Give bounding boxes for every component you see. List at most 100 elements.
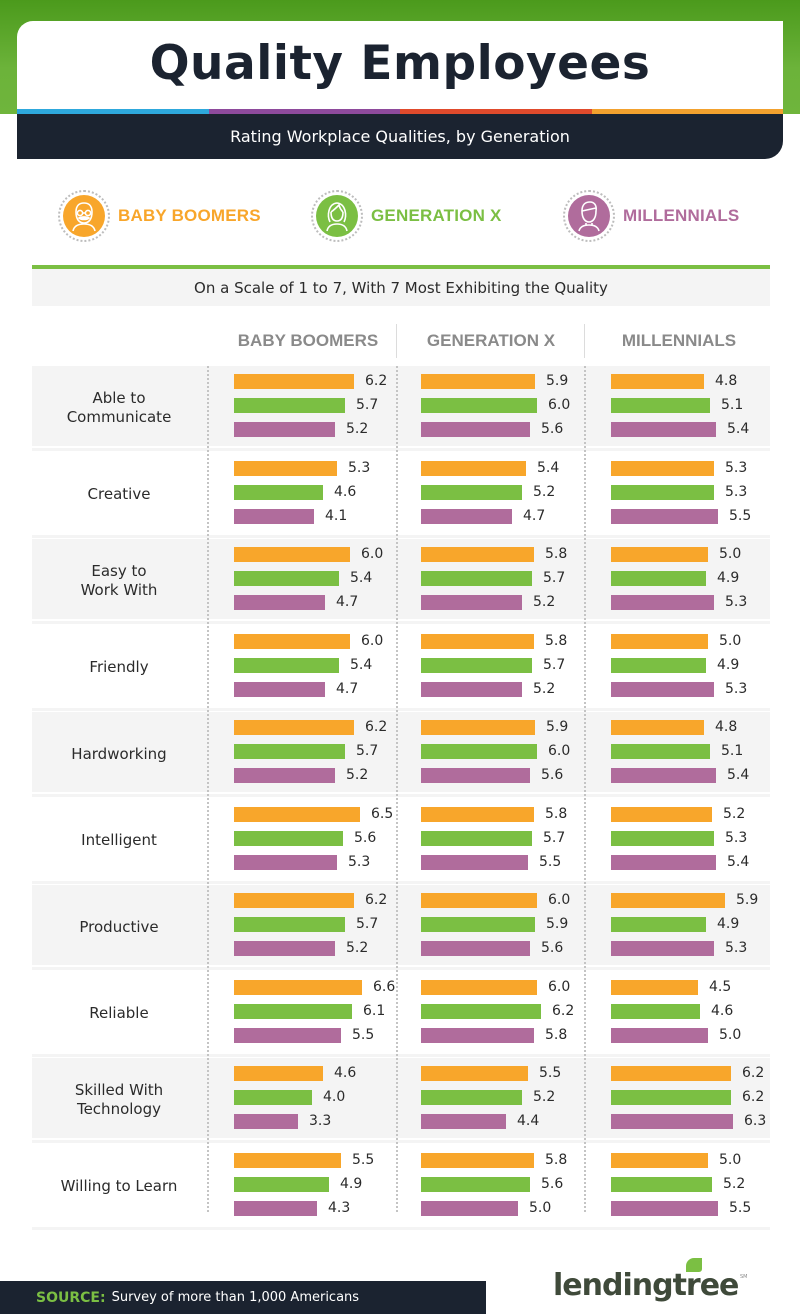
bar-value-label: 5.6 (541, 421, 564, 437)
bar-value-label: 6.1 (363, 1002, 386, 1019)
bar-generation-x-baby-boomers (421, 547, 534, 562)
bar-baby-boomers-generation-x (234, 744, 345, 759)
bar-value-label: 6.2 (552, 1002, 575, 1019)
legend-label-baby-boomers: BABY BOOMERS (118, 206, 261, 225)
bar-millennials-baby-boomers (611, 1066, 731, 1081)
bar-generation-x-generation-x (421, 830, 532, 846)
bar-generation-x-generation-x (421, 1176, 530, 1192)
bar-value-label: 4.9 (717, 570, 740, 586)
bar-value-label: 5.2 (346, 940, 369, 956)
bar-value-label: 5.4 (350, 656, 373, 673)
bar-millennials-generation-x (611, 571, 706, 586)
bar-millennials-baby-boomers (611, 720, 704, 735)
bar-generation-x-baby-boomers (421, 633, 534, 649)
bar-millennials-generation-x (611, 917, 706, 932)
bar-generation-x-baby-boomers (421, 720, 535, 735)
title-card: Quality Employees (17, 21, 783, 109)
bar-baby-boomers-generation-x (234, 917, 345, 932)
bar-value-label: 5.3 (725, 594, 748, 610)
bar-baby-boomers-millennials (234, 1200, 317, 1216)
row-separator (32, 1226, 770, 1230)
bar-value-label: 6.2 (365, 719, 388, 735)
bar-value-label: 5.3 (348, 459, 371, 476)
bar-value-label: 5.7 (356, 916, 379, 932)
legend-icon-ring (311, 190, 363, 242)
bar-baby-boomers-baby-boomers (234, 979, 362, 995)
bar-millennials-baby-boomers (611, 460, 714, 476)
bar-generation-x-baby-boomers (421, 979, 537, 995)
bar-baby-boomers-generation-x (234, 398, 345, 413)
bar-generation-x-millennials (421, 854, 528, 870)
bar-value-label: 5.6 (541, 940, 564, 956)
bar-millennials-millennials (611, 854, 716, 870)
bar-baby-boomers-baby-boomers (234, 547, 350, 562)
row-label: Easy to Work With (80, 562, 158, 599)
bar-value-label: 6.2 (742, 1065, 765, 1081)
bar-baby-boomers-baby-boomers (234, 633, 350, 649)
bar-value-label: 5.7 (356, 397, 379, 413)
bar-millennials-millennials (611, 1114, 733, 1129)
bar-value-label: 5.8 (545, 632, 568, 649)
bar-generation-x-millennials (421, 1200, 518, 1216)
bar-value-label: 4.0 (323, 1089, 346, 1105)
legend-icon-ring (563, 190, 615, 242)
bar-value-label: 5.8 (545, 546, 568, 562)
bar-generation-x-baby-boomers (421, 1066, 528, 1081)
bar-millennials-baby-boomers (611, 547, 708, 562)
logo-service-mark: SM (740, 1274, 748, 1280)
bar-generation-x-baby-boomers (421, 893, 537, 908)
bar-generation-x-baby-boomers (421, 806, 534, 822)
bar-generation-x-millennials (421, 768, 530, 783)
bar-value-label: 6.2 (742, 1089, 765, 1105)
column-headers: BABY BOOMERS GENERATION X MILLENNIALS (0, 322, 800, 360)
bar-millennials-baby-boomers (611, 1152, 708, 1168)
bar-value-label: 5.4 (727, 421, 750, 437)
bar-millennials-generation-x (611, 1176, 712, 1192)
bar-value-label: 5.0 (719, 1151, 742, 1168)
chart-row-intelligent: Intelligent 6.5 5.6 5.3 5.8 5.7 5.5 5.2 5.3 5.4 (32, 799, 770, 879)
row-separator (32, 1140, 770, 1143)
bar-millennials-millennials (611, 941, 714, 956)
chart-row-skilled-with-technology: Skilled With Technology 4.6 4.0 3.3 5.5 5.2 4.4… (32, 1058, 770, 1138)
bar-generation-x-baby-boomers (421, 374, 535, 389)
bar-value-label: 6.0 (361, 632, 384, 649)
bar-value-label: 5.7 (356, 743, 379, 759)
dotted-divider (584, 366, 586, 1212)
legend-item-millennials: MILLENNIALS (563, 188, 739, 244)
bar-value-label: 5.7 (543, 570, 566, 586)
bar-millennials-generation-x (611, 830, 714, 846)
bar-baby-boomers-generation-x (234, 830, 343, 846)
bar-generation-x-baby-boomers (421, 1152, 534, 1168)
bar-value-label: 5.4 (727, 853, 750, 870)
stripe-segment (208, 109, 400, 114)
bar-value-label: 6.3 (744, 1113, 767, 1129)
dotted-divider (207, 366, 209, 1212)
bar-value-label: 5.2 (346, 421, 369, 437)
bar-value-label: 4.3 (328, 1199, 351, 1216)
row-separator (32, 967, 770, 970)
bar-baby-boomers-millennials (234, 768, 335, 783)
scale-note: On a Scale of 1 to 7, With 7 Most Exhibi… (32, 265, 770, 306)
bar-value-label: 5.3 (348, 853, 371, 870)
bar-baby-boomers-baby-boomers (234, 893, 354, 908)
row-separator (32, 621, 770, 624)
bar-baby-boomers-generation-x (234, 571, 339, 586)
bar-value-label: 4.5 (709, 978, 732, 995)
bar-value-label: 6.5 (371, 805, 394, 822)
legend-label-generation-x: GENERATION X (371, 206, 502, 225)
row-label: Intelligent (81, 831, 157, 849)
bar-value-label: 5.3 (725, 459, 748, 476)
row-label: Able to Communicate (66, 389, 172, 426)
bar-baby-boomers-millennials (234, 1114, 298, 1129)
bar-value-label: 5.0 (719, 632, 742, 649)
bar-value-label: 5.5 (729, 507, 752, 524)
column-divider (584, 324, 585, 358)
bar-baby-boomers-generation-x (234, 484, 323, 500)
chart-row-willing-to-learn: Willing to Learn 5.5 4.9 4.3 5.8 5.6 5.0 5.0 5.2… (32, 1145, 770, 1225)
source-text: Survey of more than 1,000 Americans (111, 1290, 360, 1305)
bar-baby-boomers-baby-boomers (234, 460, 337, 476)
bar-value-label: 5.4 (350, 570, 373, 586)
bar-value-label: 5.7 (543, 829, 566, 846)
bar-value-label: 5.3 (725, 940, 748, 956)
row-label: Friendly (89, 658, 149, 676)
